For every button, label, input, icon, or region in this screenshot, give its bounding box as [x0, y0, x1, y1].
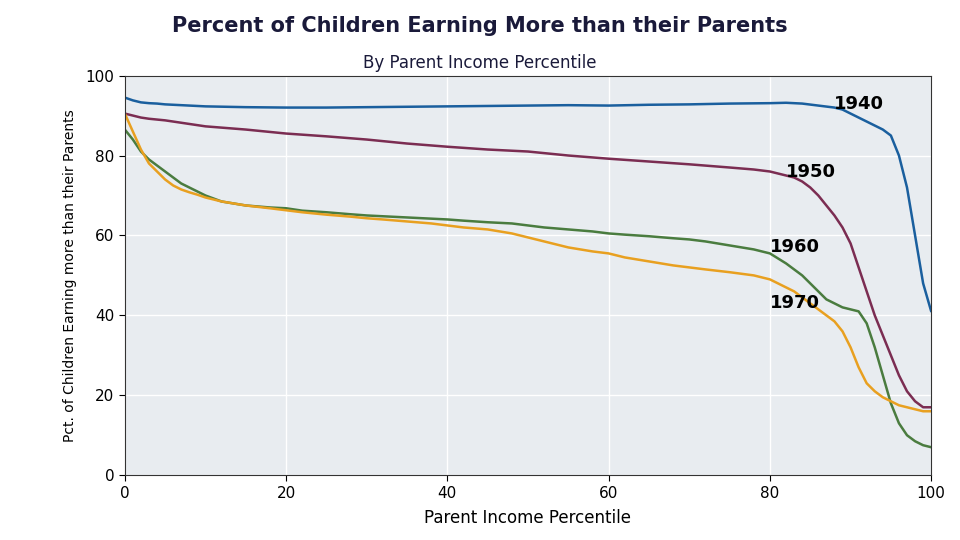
Text: By Parent Income Percentile: By Parent Income Percentile: [363, 54, 597, 72]
Y-axis label: Pct. of Children Earning more than their Parents: Pct. of Children Earning more than their…: [63, 109, 77, 442]
Text: Percent of Children Earning More than their Parents: Percent of Children Earning More than th…: [172, 16, 788, 36]
Text: 1940: 1940: [834, 94, 884, 112]
Text: 1970: 1970: [770, 294, 820, 312]
X-axis label: Parent Income Percentile: Parent Income Percentile: [424, 509, 632, 527]
Text: 1960: 1960: [770, 239, 820, 256]
Text: 1950: 1950: [786, 163, 836, 180]
